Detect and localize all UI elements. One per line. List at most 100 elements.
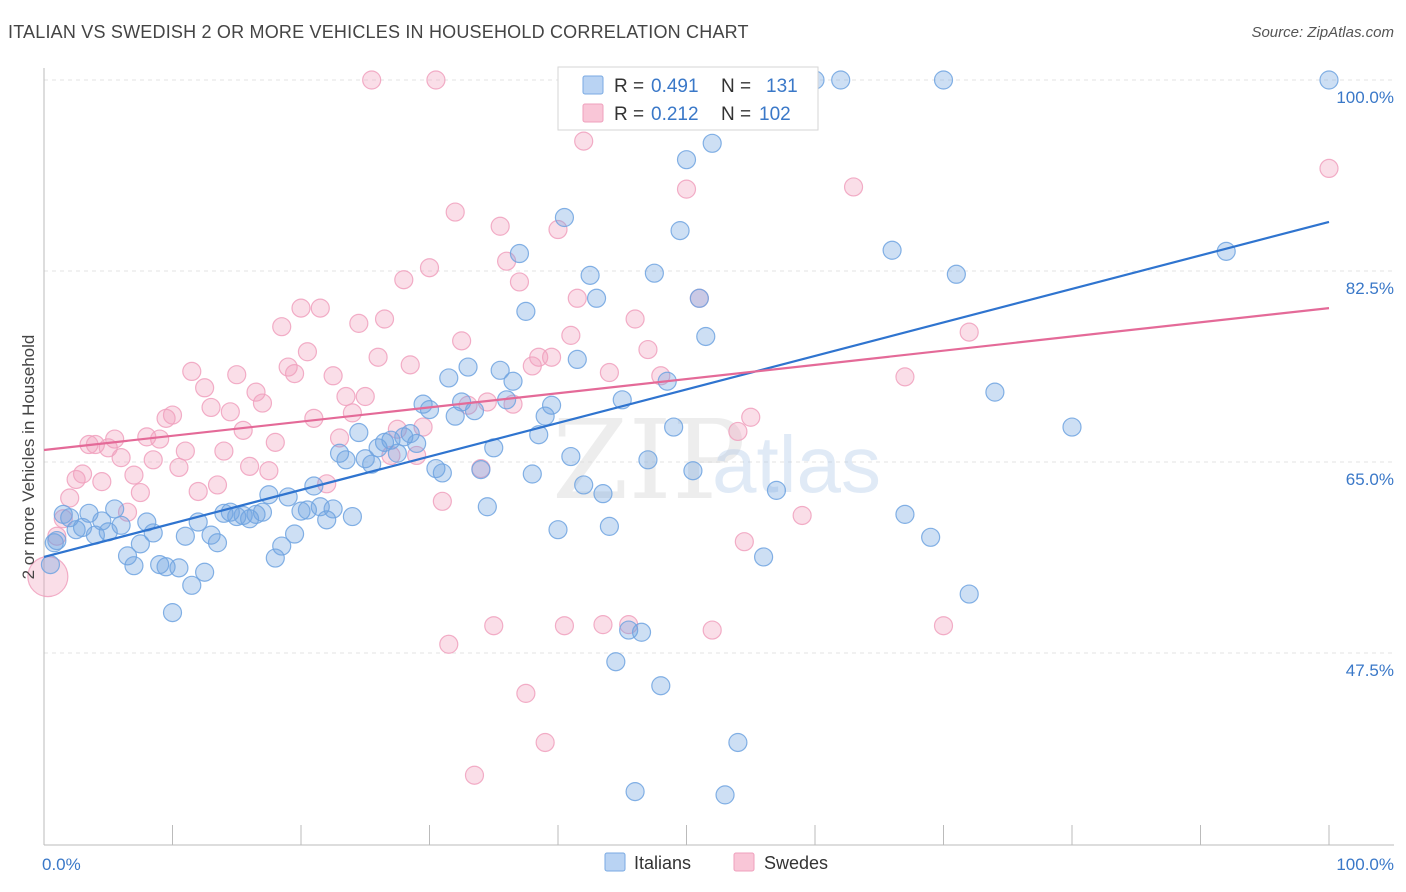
italians-point — [349, 422, 369, 443]
x-tick-label-max: 100.0% — [1336, 855, 1394, 874]
swedes-point — [214, 441, 234, 461]
italians-point — [959, 584, 979, 604]
italians-point — [117, 546, 138, 566]
y-axis-title: 2 or more Vehicles in Household — [19, 335, 38, 580]
swedes-point — [169, 457, 189, 478]
italians-point — [162, 603, 183, 623]
swedes-point — [895, 367, 915, 387]
swedes-point — [490, 216, 510, 236]
italians-point — [580, 265, 600, 285]
italians-point — [182, 575, 202, 595]
swedes-points — [27, 70, 1339, 785]
swedes-point — [516, 683, 536, 703]
italians-point — [124, 556, 144, 576]
italians-point — [625, 782, 645, 802]
italians-point — [207, 533, 228, 553]
bottom-legend-swedes-label: Swedes — [764, 853, 828, 873]
swedes-point — [201, 397, 221, 418]
swedes-point — [445, 202, 465, 222]
swedes-point — [593, 615, 613, 635]
italians-point — [317, 510, 337, 530]
swedes-point — [439, 634, 459, 654]
swedes-point — [843, 177, 864, 197]
swedes-point — [959, 322, 979, 342]
italians-point — [490, 360, 510, 380]
italians-point — [753, 547, 774, 567]
italians-point — [689, 288, 709, 308]
swedes-point — [105, 429, 125, 449]
swedes-point — [728, 421, 748, 442]
italians-point — [921, 527, 941, 547]
italians-point — [638, 450, 658, 470]
swedes-point — [60, 488, 80, 508]
chart-title: ITALIAN VS SWEDISH 2 OR MORE VEHICLES IN… — [8, 22, 749, 42]
swedes-point — [246, 382, 266, 402]
italians-point — [509, 243, 530, 264]
legend-italians-r-label: R = — [614, 76, 644, 97]
italians-point — [387, 443, 407, 463]
italians-point — [522, 464, 542, 484]
legend-italians-r-value: 0.491 — [651, 76, 699, 97]
y-tick-label: 82.5% — [1346, 279, 1394, 298]
italians-point — [599, 516, 620, 536]
watermark-zip: ZIP — [552, 396, 746, 524]
italians-point — [66, 520, 86, 540]
italians-point — [47, 530, 67, 551]
swedes-point — [702, 620, 722, 640]
source-label: Source: ZipAtlas.com — [1251, 24, 1394, 41]
swedes-point — [72, 464, 93, 484]
swedes-point — [143, 450, 163, 470]
swedes-point — [426, 70, 446, 90]
italians-point — [284, 524, 305, 544]
swedes-point — [792, 505, 812, 526]
italians-point — [195, 562, 215, 582]
italians-point — [92, 511, 112, 531]
swedes-point — [509, 272, 530, 292]
swedes-point — [349, 313, 369, 333]
italians-point — [554, 207, 575, 228]
swedes-point — [419, 258, 440, 278]
swedes-point — [272, 317, 292, 337]
italians-point — [683, 461, 703, 481]
swedes-point — [535, 732, 555, 753]
swedes-point — [387, 419, 407, 439]
legend-swedes-r-value: 0.212 — [651, 104, 699, 125]
italians-point — [516, 301, 536, 321]
italians-point — [946, 264, 966, 284]
swedes-point — [368, 347, 388, 367]
italians-point — [458, 357, 478, 377]
swedes-point — [304, 408, 324, 428]
italians-point — [715, 785, 735, 805]
italians-point — [265, 548, 285, 568]
italians-point — [419, 400, 440, 420]
swedes-point — [933, 616, 954, 636]
swedes-point — [175, 441, 195, 461]
legend-italians-n-label: N = — [721, 76, 751, 97]
swedes-point — [432, 491, 452, 511]
swedes-point — [233, 420, 253, 440]
italians-point — [201, 525, 221, 545]
legend-italians-n-value: 131 — [766, 76, 798, 97]
italians-point — [439, 368, 459, 388]
italians-point — [895, 504, 915, 524]
italians-point — [933, 70, 954, 90]
italians-point — [676, 150, 697, 170]
swedes-point — [240, 456, 260, 476]
italians-point — [1062, 417, 1082, 437]
italians-point — [503, 371, 523, 391]
swedes-point — [195, 378, 215, 398]
swedes-point — [259, 461, 279, 481]
swedes-point — [400, 355, 420, 375]
swedes-point — [310, 298, 330, 318]
italians-point — [105, 499, 125, 519]
swedes-point — [734, 532, 754, 552]
italians-point — [651, 676, 671, 696]
swedes-point — [336, 386, 356, 407]
swedes-point — [291, 298, 311, 318]
swedes-point — [284, 363, 305, 384]
italians-point — [252, 502, 273, 522]
swedes-point — [1319, 158, 1339, 179]
swedes-point — [464, 765, 485, 785]
italians-point — [407, 433, 427, 454]
